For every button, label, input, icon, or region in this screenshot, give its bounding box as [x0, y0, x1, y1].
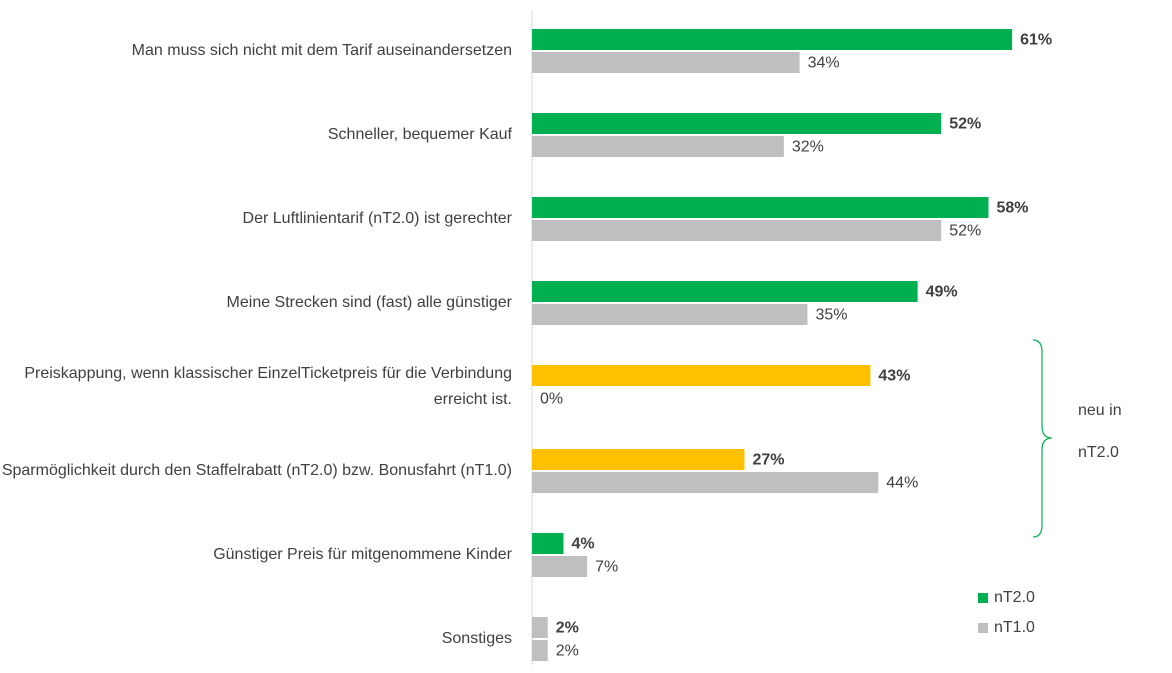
legend-swatch	[978, 623, 988, 633]
category-label: Günstiger Preis für mitgenommene Kinder	[213, 546, 512, 563]
value-label: 0%	[540, 391, 563, 408]
bar	[532, 449, 745, 470]
category-label: Schneller, bequemer Kauf	[327, 126, 512, 143]
bar	[532, 52, 800, 73]
category-label: Meine Strecken sind (fast) alle günstige…	[226, 294, 512, 311]
value-label: 49%	[926, 284, 958, 301]
value-label: 43%	[878, 368, 910, 385]
value-label: 44%	[886, 475, 918, 492]
category-label: Man muss sich nicht mit dem Tarif ausein…	[131, 42, 512, 59]
value-label: 7%	[595, 559, 618, 576]
annotation: nT2.0	[1078, 444, 1119, 461]
legend-swatch	[978, 593, 988, 603]
bar	[532, 281, 918, 302]
value-label: 61%	[1020, 32, 1052, 49]
bar	[532, 113, 942, 134]
bar	[532, 533, 564, 554]
category-label: Der Luftlinientarif (nT2.0) ist gerechte…	[242, 210, 512, 227]
category-label: Sparmöglichkeit durch den Staffelrabatt …	[1, 462, 512, 479]
bar	[532, 556, 588, 577]
bar	[532, 617, 548, 638]
value-label: 27%	[752, 452, 784, 469]
bar	[532, 472, 879, 493]
value-label: 2%	[556, 620, 579, 637]
category-label: Preiskappung, wenn klassischer EinzelTic…	[24, 365, 512, 408]
value-label: 52%	[949, 223, 981, 240]
value-label: 52%	[949, 116, 981, 133]
value-label: 2%	[556, 643, 579, 660]
legend-label: nT1.0	[994, 619, 1035, 636]
legend-label: nT2.0	[994, 589, 1035, 606]
annotation: neu in	[1078, 402, 1122, 419]
bar	[532, 365, 871, 386]
bar	[532, 29, 1013, 50]
bar	[532, 304, 808, 325]
bar	[532, 136, 784, 157]
brace	[1032, 339, 1053, 538]
value-label: 32%	[792, 139, 824, 156]
value-label: 58%	[996, 200, 1028, 217]
bar	[532, 640, 548, 661]
bar	[532, 220, 942, 241]
value-label: 35%	[815, 307, 847, 324]
bar	[532, 197, 989, 218]
category-label: Sonstiges	[441, 630, 512, 647]
value-label: 34%	[808, 55, 840, 72]
value-label: 4%	[571, 536, 594, 553]
